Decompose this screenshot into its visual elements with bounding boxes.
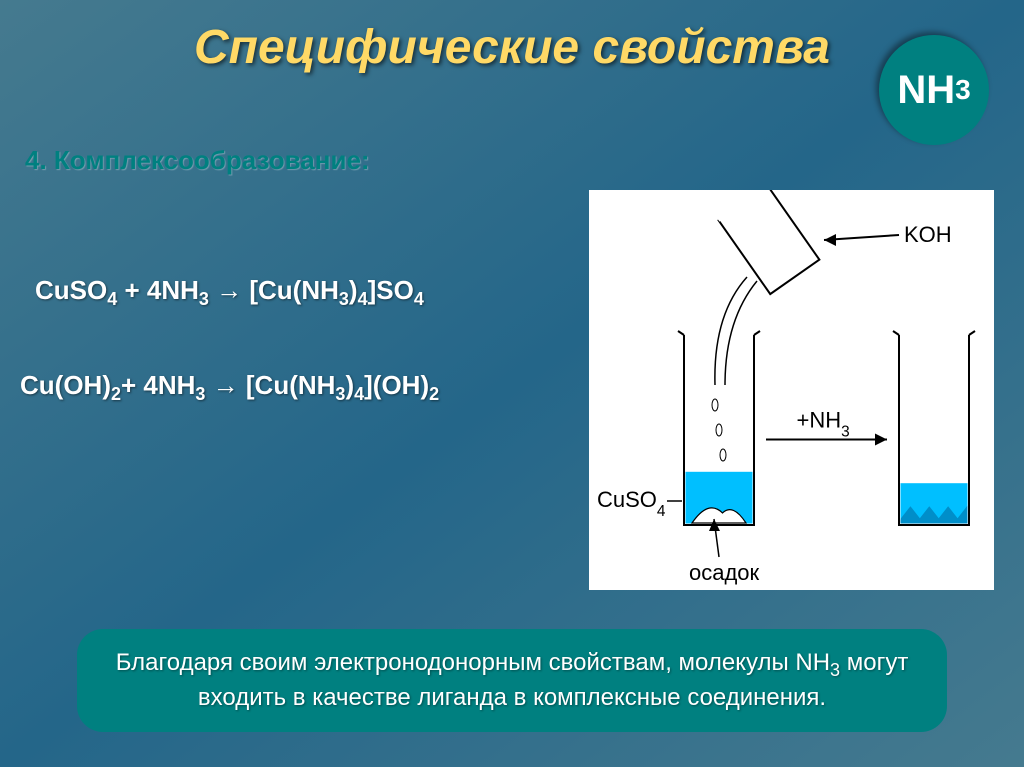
badge-base: NH bbox=[897, 68, 955, 113]
section-heading: 4. Комплексообразование: bbox=[25, 145, 370, 176]
svg-text:KOH: KOH bbox=[904, 222, 952, 247]
equation-1: CuSO4 + 4NH3 → [Cu(NH3)4]SO4 bbox=[35, 275, 424, 310]
formula-badge: NH3 bbox=[879, 35, 989, 145]
badge-sub: 3 bbox=[955, 74, 971, 106]
diagram-svg: KOH +NH3 CuSO4 осадок bbox=[589, 190, 994, 590]
reaction-diagram: KOH +NH3 CuSO4 осадок bbox=[589, 190, 994, 590]
slide-title: Специфические свойства bbox=[0, 20, 1024, 75]
svg-text:осадок: осадок bbox=[689, 560, 760, 585]
summary-box: Благодаря своим электронодонорным свойст… bbox=[77, 629, 947, 732]
svg-text:+NH3: +NH3 bbox=[797, 408, 850, 441]
svg-text:CuSO4: CuSO4 bbox=[597, 487, 666, 520]
equation-2: Cu(OH)2+ 4NH3 → [Cu(NH3)4](OH)2 bbox=[20, 370, 439, 405]
